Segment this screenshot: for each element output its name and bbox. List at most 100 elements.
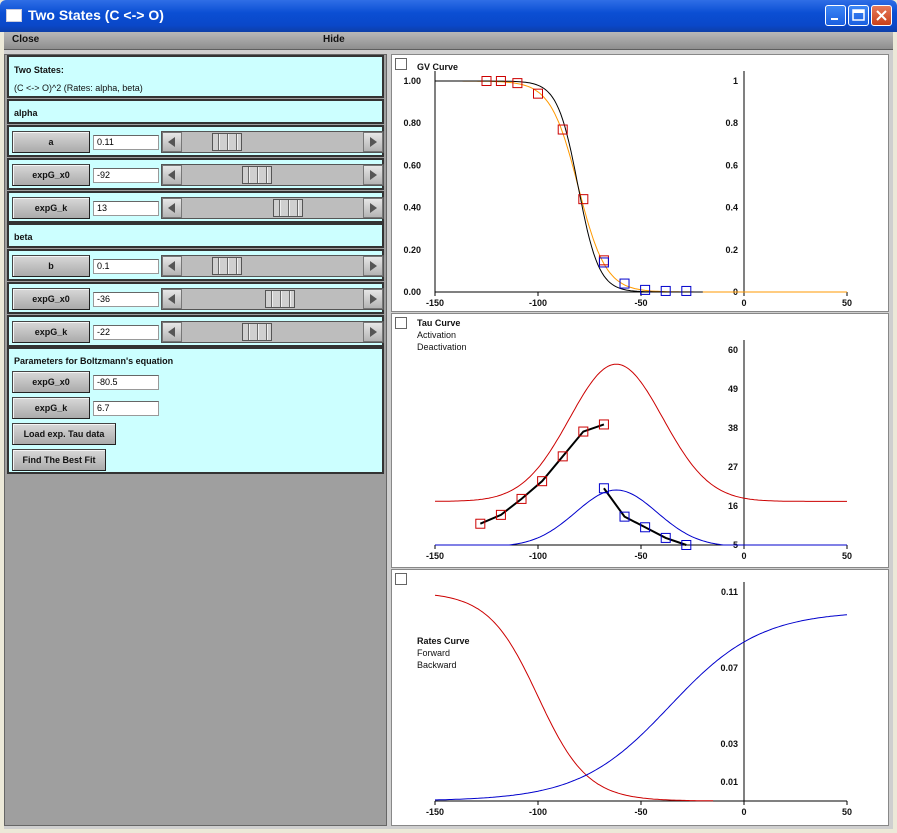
slider-left-arrow[interactable]	[162, 322, 182, 342]
alpha-param-input[interactable]: 13	[93, 201, 159, 216]
data-marker	[598, 419, 609, 430]
data-marker	[598, 483, 609, 494]
beta-label: beta	[14, 232, 33, 242]
data-marker	[481, 76, 492, 86]
find-best-fit-button[interactable]: Find The Best Fit	[12, 449, 106, 471]
x-tick-label: -100	[529, 551, 547, 561]
boltzmann-x0-input[interactable]: -80.5	[93, 375, 159, 390]
slider-left-arrow[interactable]	[162, 289, 182, 309]
slider-right-arrow[interactable]	[363, 165, 383, 185]
fit-line	[479, 423, 605, 525]
beta-param-input[interactable]: 0.1	[93, 259, 159, 274]
slider-right-arrow[interactable]	[363, 322, 383, 342]
data-marker	[475, 518, 486, 529]
slider-thumb[interactable]	[242, 323, 272, 341]
slider-right-arrow[interactable]	[363, 256, 383, 276]
alpha-param-input[interactable]: 0.11	[93, 135, 159, 150]
alpha-param-slider[interactable]	[161, 131, 384, 153]
model-description-box: Two States: (C <-> O)^2 (Rates: alpha, b…	[7, 55, 384, 98]
y-tick-label-right: 0.8	[725, 118, 738, 128]
y-tick-label-right: 49	[728, 384, 738, 394]
y-tick-label-right: 0.6	[725, 160, 738, 170]
data-marker	[598, 257, 609, 268]
data-marker	[557, 124, 568, 135]
deactivation-curve	[435, 489, 847, 546]
x-tick-label: -50	[634, 551, 647, 561]
window-title: Two States (C <-> O)	[28, 7, 164, 23]
arrow-right-icon	[370, 327, 377, 337]
data-marker	[512, 78, 523, 89]
slider-right-arrow[interactable]	[363, 198, 383, 218]
beta-param-input[interactable]: -22	[93, 325, 159, 340]
boltzmann-k-input[interactable]: 6.7	[93, 401, 159, 416]
minimize-button[interactable]	[825, 5, 846, 26]
alpha-param-button[interactable]: expG_k	[12, 197, 90, 219]
close-window-button[interactable]	[871, 5, 892, 26]
slider-left-arrow[interactable]	[162, 165, 182, 185]
x-tick-label: 0	[741, 551, 746, 561]
boltzmann-x0-button[interactable]: expG_x0	[12, 371, 90, 393]
minimize-icon	[831, 18, 838, 20]
x-tick-label: -50	[634, 298, 647, 308]
close-icon	[876, 10, 887, 21]
slider-thumb[interactable]	[212, 133, 242, 151]
y-tick-label-left: 0.80	[403, 118, 421, 128]
slider-thumb[interactable]	[265, 290, 295, 308]
alpha-param-button[interactable]: expG_x0	[12, 164, 90, 186]
beta-param-button[interactable]: expG_k	[12, 321, 90, 343]
data-marker	[619, 278, 630, 289]
legend-entry: Deactivation	[417, 342, 467, 352]
data-marker	[495, 76, 506, 86]
slider-thumb[interactable]	[273, 199, 303, 217]
slider-left-arrow[interactable]	[162, 256, 182, 276]
beta-param-button[interactable]: expG_x0	[12, 288, 90, 310]
beta-param-input[interactable]: -36	[93, 292, 159, 307]
arrow-left-icon	[168, 327, 175, 337]
data-marker	[681, 540, 692, 550]
tau-curve-checkbox[interactable]	[395, 317, 407, 329]
beta-param-button[interactable]: b	[12, 255, 90, 277]
slider-thumb[interactable]	[242, 166, 272, 184]
fit-curve	[435, 80, 703, 293]
slider-right-arrow[interactable]	[363, 132, 383, 152]
slider-left-arrow[interactable]	[162, 198, 182, 218]
title-bar[interactable]: Two States (C <-> O)	[0, 0, 897, 32]
x-tick-label: -100	[529, 298, 547, 308]
menu-close[interactable]: Close	[12, 34, 40, 45]
alpha-param-slider[interactable]	[161, 164, 384, 186]
menu-hide[interactable]: Hide	[323, 34, 345, 45]
alpha-param-input[interactable]: -92	[93, 168, 159, 183]
y-tick-label-right: 38	[728, 423, 738, 433]
rates-curve-checkbox[interactable]	[395, 573, 407, 585]
rates-curve-chart: -150 -100 -50 0 50 0.01 0.03 0.07 0.11 Rates Curv…	[417, 582, 852, 817]
maximize-button[interactable]	[848, 5, 869, 26]
alpha-param-button[interactable]: a	[12, 131, 90, 153]
tau-curve-panel: -150 -100 -50 0 50 5 16 27 38 49 60 Tau Curve Activa…	[391, 313, 889, 568]
alpha-param-slider[interactable]	[161, 197, 384, 219]
beta-param-slider[interactable]	[161, 255, 384, 277]
chart-title: Rates Curve	[417, 636, 470, 646]
gv-curve-checkbox[interactable]	[395, 58, 407, 70]
boltzmann-curve	[435, 80, 847, 293]
beta-section: beta	[7, 223, 384, 248]
data-marker	[640, 284, 651, 295]
y-tick-label-right: 0.01	[720, 777, 738, 787]
slider-left-arrow[interactable]	[162, 132, 182, 152]
beta-param-slider[interactable]	[161, 321, 384, 343]
load-tau-data-button[interactable]: Load exp. Tau data	[12, 423, 116, 445]
y-tick-label-right: 60	[728, 345, 738, 355]
data-marker	[578, 194, 589, 205]
boltzmann-k-button[interactable]: expG_k	[12, 397, 90, 419]
data-marker	[640, 522, 651, 533]
alpha-param-row: a 0.11	[7, 125, 384, 157]
data-marker	[537, 476, 548, 487]
arrow-right-icon	[370, 170, 377, 180]
y-tick-label-right: 0.11	[721, 587, 738, 597]
slider-thumb[interactable]	[212, 257, 242, 275]
slider-right-arrow[interactable]	[363, 289, 383, 309]
data-marker	[681, 285, 692, 296]
fit-line	[603, 487, 687, 546]
beta-param-slider[interactable]	[161, 288, 384, 310]
